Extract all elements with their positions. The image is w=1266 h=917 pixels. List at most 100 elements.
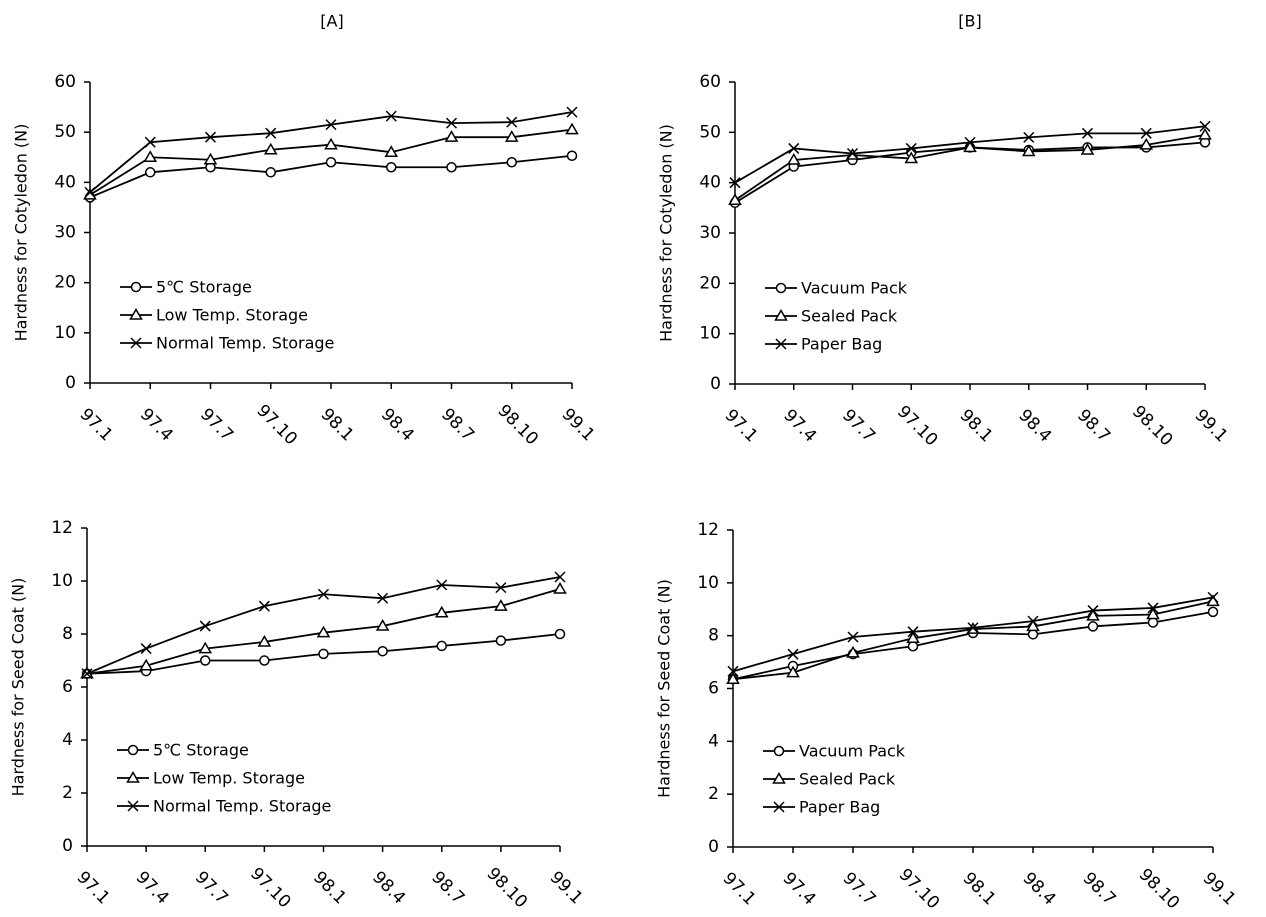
data-point — [143, 150, 158, 162]
x-tick-label: 98.4 — [368, 868, 409, 909]
x-tick-label: 97.4 — [136, 405, 177, 446]
legend-marker — [773, 745, 785, 757]
data-point — [905, 142, 917, 154]
data-point — [727, 665, 739, 677]
y-tick-label: 6 — [62, 677, 73, 697]
data-point — [1080, 142, 1095, 155]
data-point — [203, 152, 218, 165]
x-tick-label: 98.7 — [1079, 869, 1120, 910]
x-tick-label: 97.1 — [721, 406, 762, 447]
x-tick-label: 97.7 — [838, 406, 879, 447]
data-point — [144, 136, 156, 148]
y-tick-label: 20 — [699, 273, 721, 293]
data-point — [316, 625, 331, 638]
data-point — [198, 641, 213, 654]
y-tick-label: 8 — [62, 624, 73, 644]
data-point — [554, 571, 566, 583]
x-tick-label: 97.7 — [839, 869, 880, 910]
data-point — [444, 130, 459, 142]
data-point — [325, 119, 337, 131]
data-point — [1087, 621, 1099, 632]
chart-panel: [B] Hardness for Cotyledon (N) 0 10 20 30 40 50… — [657, 12, 1232, 451]
legend-marker — [773, 801, 785, 813]
legend-marker — [127, 744, 139, 756]
data-point — [436, 579, 448, 591]
data-point — [1081, 127, 1094, 139]
y-tick-label: 30 — [699, 223, 721, 243]
legend-marker — [126, 771, 140, 783]
data-point — [318, 648, 329, 660]
x-tick-label: 97.4 — [779, 406, 820, 447]
y-tick-label: 4 — [708, 731, 719, 751]
data-point — [1146, 607, 1160, 620]
data-point — [1026, 619, 1040, 632]
x-tick-label: 98.1 — [959, 869, 1000, 910]
x-tick-label: 98.1 — [309, 868, 350, 909]
series-line — [734, 125, 1206, 184]
data-point — [1087, 605, 1099, 617]
data-point — [1027, 615, 1039, 627]
y-tick-label: 40 — [699, 173, 721, 193]
x-tick-label: 98.1 — [956, 406, 997, 447]
data-point — [1139, 137, 1154, 150]
chart-panel: Hardness for Seed Coat (N) 0 2 4 6 8 10 12 97.1 9… — [655, 520, 1240, 913]
data-point — [324, 137, 338, 150]
data-point — [1207, 591, 1219, 603]
data-point — [967, 622, 979, 634]
data-point — [199, 620, 211, 632]
y-tick-label: 10 — [51, 571, 73, 591]
legend-marker — [774, 309, 788, 321]
x-tick-label: 97.7 — [191, 868, 232, 909]
data-point — [1140, 127, 1152, 139]
y-tick-label: 4 — [62, 730, 73, 750]
y-tick-label: 8 — [708, 626, 719, 646]
chart-panel: [A] Hardness for Cotyledon (N) 0 10 20 30 40 50… — [12, 12, 599, 450]
y-tick-label: 10 — [699, 324, 721, 344]
y-axis-title: Hardness for Seed Coat (N) — [9, 578, 28, 797]
data-point — [907, 626, 919, 638]
data-point — [495, 582, 507, 594]
x-tick-label: 99.1 — [1191, 406, 1232, 447]
data-point — [145, 167, 156, 178]
data-point — [494, 599, 508, 611]
x-tick-label: 98.10 — [1135, 865, 1184, 914]
data-point — [788, 142, 800, 154]
legend-label: Normal Temp. Storage — [156, 334, 334, 353]
x-tick-label: 97.1 — [76, 405, 117, 446]
data-point — [263, 142, 278, 155]
data-point — [445, 117, 458, 129]
legend-label: Sealed Pack — [799, 770, 896, 789]
y-tick-label: 30 — [54, 223, 76, 243]
legend-marker — [775, 282, 787, 294]
y-tick-label: 50 — [54, 122, 76, 142]
data-point — [904, 151, 919, 164]
data-point — [907, 640, 919, 652]
x-tick-label: 97.7 — [196, 405, 237, 446]
data-point — [963, 140, 977, 153]
x-tick-label: 98.4 — [1019, 869, 1060, 910]
x-tick-label: 97.10 — [252, 401, 301, 450]
data-point — [258, 600, 270, 612]
data-point — [964, 136, 976, 148]
data-point — [847, 631, 859, 643]
x-tick-label: 97.1 — [73, 868, 114, 909]
x-tick-label: 98.10 — [483, 864, 532, 913]
legend-label: Vacuum Pack — [799, 742, 906, 761]
x-tick-label: 97.10 — [895, 865, 944, 914]
y-axis-title: Hardness for Seed Coat (N) — [655, 579, 674, 798]
y-tick-label: 0 — [708, 837, 719, 857]
data-point — [325, 157, 337, 168]
data-point — [139, 658, 153, 671]
data-point — [265, 127, 277, 139]
series-line — [86, 576, 561, 675]
series-line — [732, 600, 1214, 681]
data-point — [140, 643, 152, 655]
data-point — [259, 655, 270, 666]
x-tick-label: 99.1 — [1199, 869, 1240, 910]
panel-title: [B] — [958, 12, 981, 31]
y-axis-title: Hardness for Cotyledon (N) — [12, 124, 31, 342]
legend-marker — [130, 337, 142, 349]
data-point — [1027, 629, 1039, 640]
y-tick-label: 0 — [65, 373, 76, 393]
data-point — [1207, 606, 1219, 618]
